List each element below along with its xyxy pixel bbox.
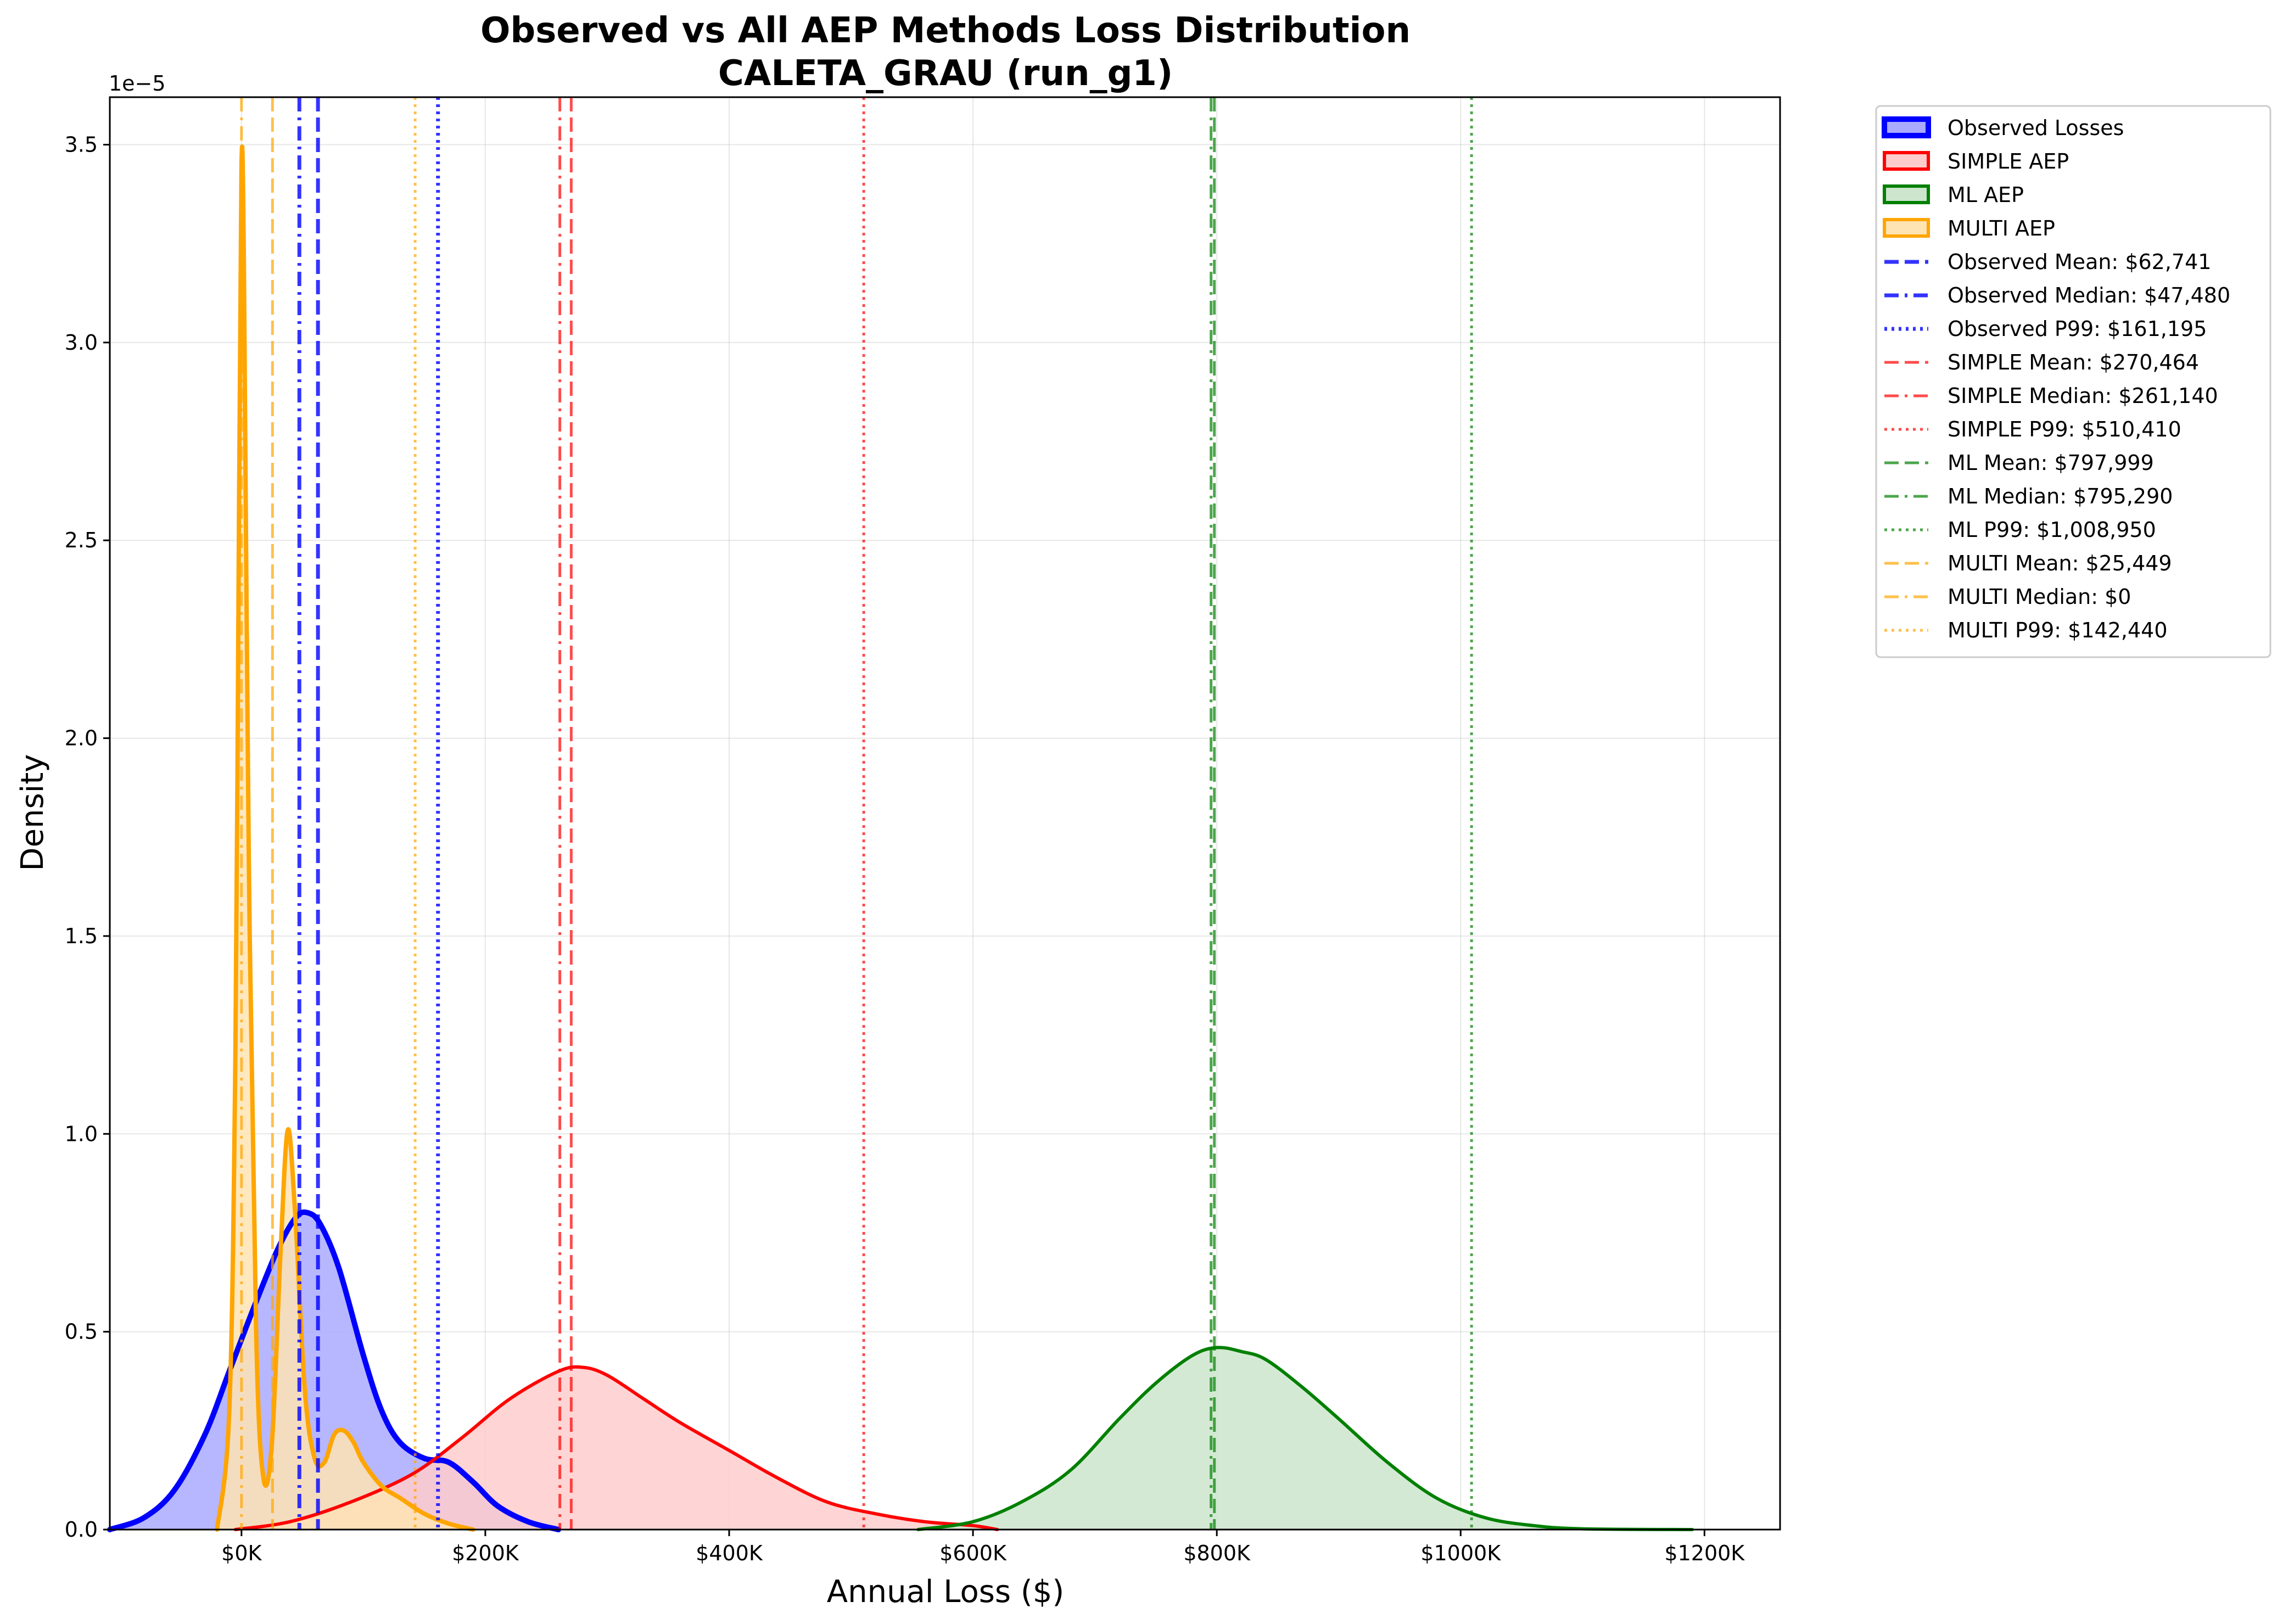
legend-label: ML Median: $795,290 <box>1948 484 2173 508</box>
y-tick-label: 3.0 <box>65 331 98 355</box>
legend-label: MULTI AEP <box>1948 216 2055 240</box>
density-curves <box>107 144 1694 1532</box>
legend-box <box>1875 105 2271 658</box>
legend-label: SIMPLE Mean: $270,464 <box>1948 350 2199 374</box>
legend-label: ML Mean: $797,999 <box>1948 451 2154 475</box>
x-tick-label: $200K <box>452 1541 519 1565</box>
x-axis-label: Annual Loss ($) <box>827 1574 1064 1610</box>
x-tick-label: $1200K <box>1664 1541 1745 1565</box>
y-axis-label: Density <box>15 754 51 871</box>
y-tick-label: 0.0 <box>65 1517 98 1542</box>
plot-frame <box>109 96 1781 1531</box>
legend: Observed Losses SIMPLE AEP ML AEP MULTI AEP… <box>1875 105 2271 658</box>
legend-label: SIMPLE AEP <box>1948 149 2069 173</box>
y-tick-label: 3.5 <box>65 132 98 156</box>
legend-label: Observed Median: $47,480 <box>1948 283 2230 307</box>
simple-aep-curve <box>233 1365 999 1531</box>
legend-swatch <box>1883 151 1930 171</box>
legend-label: ML AEP <box>1948 183 2024 207</box>
simple-aep-area <box>235 1367 998 1530</box>
legend-swatch <box>1883 184 1930 204</box>
x-tick-label: $400K <box>696 1541 763 1565</box>
legend-label: Observed P99: $161,195 <box>1948 317 2207 341</box>
observed-losses-area <box>110 1212 559 1530</box>
chart-title-line2: CALETA_GRAU (run_g1) <box>718 53 1173 94</box>
y-tick-label: 2.0 <box>65 726 98 751</box>
x-axis-ticks: $0K $200K $400K $600K $800K $1000K $1200K <box>221 1530 1745 1565</box>
x-tick-label: $600K <box>939 1541 1007 1565</box>
legend-label: ML P99: $1,008,950 <box>1948 518 2156 542</box>
legend-label: SIMPLE P99: $510,410 <box>1948 417 2181 441</box>
x-tick-label: $1000K <box>1420 1541 1501 1565</box>
chart-title-line1: Observed vs All AEP Methods Loss Distrib… <box>480 10 1411 51</box>
y-tick-label: 1.0 <box>65 1122 98 1146</box>
ml-aep-area <box>918 1347 1693 1530</box>
x-tick-label: $800K <box>1183 1541 1251 1565</box>
y-tick-label: 1.5 <box>65 924 98 948</box>
legend-label: SIMPLE Median: $261,140 <box>1948 384 2218 408</box>
legend-label: Observed Mean: $62,741 <box>1948 250 2211 274</box>
legend-swatch <box>1883 218 1930 238</box>
x-tick-label: $0K <box>221 1541 262 1565</box>
ml-aep-curve <box>916 1346 1694 1531</box>
legend-label: MULTI Mean: $25,449 <box>1948 551 2172 575</box>
y-axis-ticks: 0.0 0.5 1.0 1.5 2.0 2.5 3.0 3.5 <box>65 132 110 1542</box>
legend-label: Observed Losses <box>1948 116 2124 140</box>
legend-label: MULTI P99: $142,440 <box>1948 618 2168 642</box>
legend-label: MULTI Median: $0 <box>1948 585 2131 609</box>
y-tick-label: 2.5 <box>65 528 98 552</box>
legend-swatch <box>1882 116 1931 138</box>
y-offset-label: 1e−5 <box>109 71 166 96</box>
y-tick-label: 0.5 <box>65 1320 98 1344</box>
reference-lines <box>240 97 1473 1530</box>
observed-losses-curve <box>107 1209 562 1532</box>
multi-aep-curve <box>215 144 475 1532</box>
